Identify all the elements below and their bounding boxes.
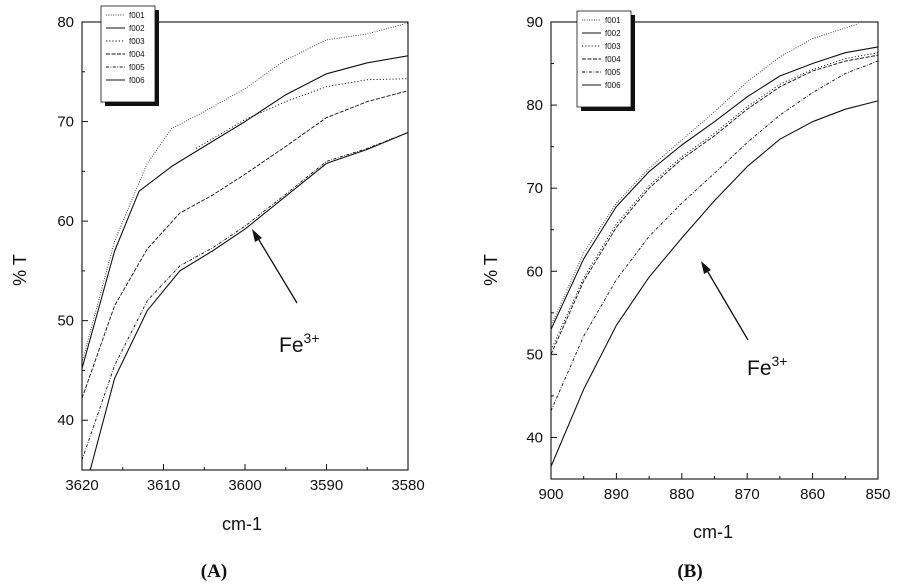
chart-a-annotation: Fe3+ — [252, 229, 319, 357]
chart-b-xtick-label-2: 880 — [669, 486, 694, 503]
chart-a-legend-label-f001: f001 — [129, 11, 145, 20]
chart-b-annotation-arrowhead — [701, 261, 711, 274]
chart-a-ylabel: % T — [10, 254, 30, 286]
chart-b-legend-label-f006: f006 — [605, 81, 621, 90]
chart-b-ylabel: % T — [481, 254, 501, 286]
chart-b-series-f005 — [550, 60, 879, 412]
chart-a-xlabel: cm-1 — [222, 514, 262, 534]
chart-b-legend-label-f005: f005 — [605, 68, 621, 77]
chart-b-series-f004 — [550, 54, 879, 355]
chart-a-ytick-label-2: 60 — [57, 213, 74, 230]
chart-b: % T cm-1 (B) Fe3+ 900 890 880 870 860 850 40 50… — [481, 10, 891, 582]
chart-b-annotation-arrow — [704, 266, 749, 341]
chart-a-ytick-label-1: 50 — [57, 313, 74, 330]
chart-b-xtick-label-0: 900 — [538, 486, 563, 503]
chart-b-xtick-label-4: 860 — [800, 486, 825, 503]
chart-b-xlabel: cm-1 — [693, 522, 733, 542]
chart-a-ytick-label-0: 40 — [57, 412, 74, 429]
chart-a-annotation-arrowhead — [252, 229, 262, 242]
chart-b-panel-label: (B) — [677, 561, 702, 582]
chart-b-series-f001 — [550, 23, 859, 326]
chart-a-series-f004 — [81, 90, 409, 399]
chart-a-series-f002 — [81, 55, 409, 369]
chart-a-legend-label-f006: f006 — [129, 76, 145, 85]
chart-b-ytick-label-5: 90 — [526, 14, 543, 31]
chart-a-series-f005 — [81, 132, 409, 461]
chart-a-xtick-label-2: 3600 — [228, 477, 261, 494]
chart-a-legend-label-f003: f003 — [129, 37, 145, 46]
chart-b-legend-label-f003: f003 — [605, 42, 621, 51]
chart-b-ytick-label-3: 70 — [526, 180, 543, 197]
chart-b-xtick-label-3: 870 — [735, 486, 760, 503]
chart-a-xtick-label-4: 3580 — [391, 477, 424, 494]
chart-a-xtick-label-1: 3610 — [147, 477, 180, 494]
chart-a-xtick-label-0: 3620 — [65, 477, 98, 494]
chart-b-xtick-label-1: 890 — [604, 486, 629, 503]
chart-b-ytick-label-1: 50 — [526, 346, 543, 363]
chart-b-annotation-text: Fe3+ — [747, 353, 787, 380]
chart-a-xtick-label-3: 3590 — [310, 477, 343, 494]
chart-a-legend-label-f002: f002 — [129, 24, 145, 33]
chart-a-ytick-label-3: 70 — [57, 114, 74, 131]
chart-b-series-f002 — [550, 46, 879, 330]
chart-b-legend-label-f001: f001 — [605, 16, 621, 25]
chart-b-ytick-label-0: 40 — [526, 429, 543, 446]
chart-a-annotation-arrow — [255, 234, 298, 304]
chart-a-panel-label: (A) — [201, 561, 227, 582]
chart-b-ytick-label-2: 60 — [526, 263, 543, 280]
chart-b-series-f006 — [550, 100, 879, 467]
chart-b-xtick-label-5: 850 — [865, 486, 890, 503]
chart-b-legend-label-f002: f002 — [605, 29, 621, 38]
chart-a-annotation-text: Fe3+ — [279, 330, 319, 357]
chart-b-annotation: Fe3+ — [701, 261, 787, 380]
chart-a-ytick-label-4: 80 — [57, 14, 74, 31]
chart-a-legend-label-f005: f005 — [129, 63, 145, 72]
chart-a-legend-label-f004: f004 — [129, 50, 145, 59]
chart-a-series-f003 — [195, 78, 409, 149]
chart-a-series-f006 — [89, 131, 409, 471]
chart-b-ytick-label-4: 80 — [526, 97, 543, 114]
chart-a-series-f001 — [81, 22, 409, 363]
chart-b-legend-label-f004: f004 — [605, 55, 621, 64]
chart-a: % T cm-1 (A) Fe3+ 3620 3610 3600 3590 3580 40… — [10, 5, 425, 582]
